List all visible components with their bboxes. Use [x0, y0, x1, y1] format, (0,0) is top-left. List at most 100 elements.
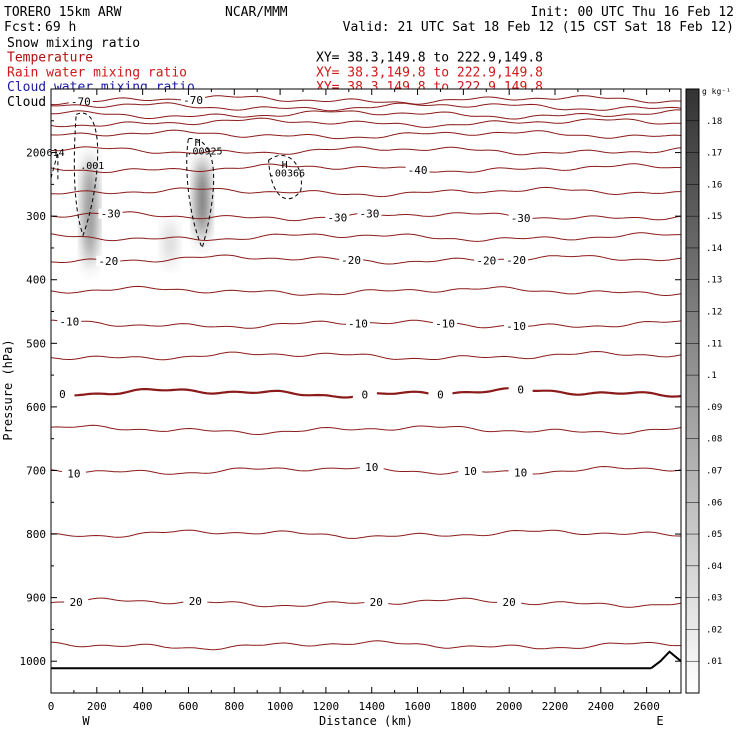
x-tick-label-800: 800 [224, 700, 244, 713]
isotherm--5 [50, 350, 682, 361]
x-tick-label-1800: 1800 [450, 700, 477, 713]
isotherm-label-bg--10-0 [57, 316, 82, 327]
y-tick-label-600: 600 [26, 401, 46, 414]
terrain [51, 650, 682, 670]
isotherm-label-bg-0-0 [50, 389, 75, 400]
isotherm-label-10-0: 10 [67, 467, 80, 480]
valid-time: Valid: 21 UTC Sat 18 Feb 12 (15 CST Sat … [343, 20, 734, 35]
isotherm-label-0-2: 0 [437, 389, 444, 402]
plot-frame [50, 88, 682, 694]
cloud-ice-contour-3 [50, 152, 59, 182]
isotherm-label-bg-20-2 [364, 597, 389, 608]
isotherm-label--30-3: -30 [511, 212, 531, 225]
isotherm-label-bg--30-1 [325, 212, 350, 223]
colorbar-label-13: .14 [706, 244, 722, 254]
isotherm-label--20-2: -20 [476, 254, 496, 267]
east-label: E [656, 714, 663, 728]
y-tick-label-300: 300 [26, 210, 46, 223]
isotherm-label--30-0: -30 [101, 208, 121, 221]
isotherm-label--30-1: -30 [327, 211, 347, 224]
isotherm--15 [50, 285, 682, 297]
plot-area: -70 -70-40-30 -30 -30 -30-20 -20 -20 -20-10 -10-… [20, 88, 682, 713]
isotherm--45 [50, 146, 682, 156]
isotherm-label-bg--30-2 [357, 208, 382, 219]
isotherm--65 [50, 102, 682, 112]
isotherm-label-20-3: 20 [503, 596, 516, 609]
colorbar-label-14: .15 [706, 212, 722, 222]
colorbar-label-7: .08 [706, 435, 722, 445]
isotherm-5 [50, 424, 682, 436]
fcst-label: Fcst: [4, 20, 43, 35]
isotherm--70 [50, 95, 682, 106]
colorbar-label-11: .12 [706, 308, 722, 318]
colorbar-label-2: .03 [706, 594, 722, 604]
isotherm-label--20-1: -20 [341, 254, 361, 267]
isotherm-label-bg--30-3 [508, 212, 533, 223]
isotherm-label--20-3: -20 [506, 254, 526, 267]
isotherm--55 [50, 117, 682, 128]
colorbar: g kg⁻¹ .01 .02 .03 .04 .05 .06 .07 .08 .09 .1 .11.… [685, 87, 731, 694]
isotherm-label-bg-20-1 [183, 596, 208, 607]
colorbar-label-4: .05 [706, 530, 722, 540]
y-tick-label-400: 400 [26, 274, 46, 287]
legend-xy-2: XY= 38.3,149.8 to 222.9,149.8 [316, 65, 543, 80]
isotherm-label-bg--70-0 [68, 96, 93, 107]
cloud-ice-contour-1 [186, 138, 215, 250]
isotherm-label-bg-20-0 [64, 596, 89, 607]
colorbar-label-5: .06 [706, 498, 722, 508]
y-tick-label-700: 700 [26, 464, 46, 477]
colorbar-unit: g kg⁻¹ [702, 87, 731, 96]
isotherm-label-bg--10-1 [345, 318, 370, 329]
x-tick-label-400: 400 [133, 700, 153, 713]
isotherm--35 [50, 186, 681, 198]
isotherm-label--30-2: -30 [359, 207, 379, 220]
isotherm-label-20-1: 20 [189, 595, 202, 608]
y-tick-label-900: 900 [26, 592, 46, 605]
isotherm-label-bg-10-1 [359, 461, 384, 472]
colorbar-label-10: .11 [706, 339, 722, 349]
x-tick-label-2400: 2400 [588, 700, 615, 713]
west-label: W [82, 714, 90, 728]
isotherm-label-bg--40-0 [405, 164, 430, 175]
isotherm-label-20-0: 20 [70, 596, 83, 609]
x-tick-label-1200: 1200 [313, 700, 340, 713]
isotherm-label--10-2: -10 [435, 317, 455, 330]
isotherm-label-10-2: 10 [464, 465, 477, 478]
colorbar-label-0: .01 [706, 657, 722, 667]
isotherm-label-0-3: 0 [517, 383, 524, 396]
colorbar-label-15: .16 [706, 180, 722, 190]
isotherm-label-bg--20-1 [339, 254, 364, 265]
snow-plume-0 [83, 158, 96, 264]
colorbar-label-12: .13 [706, 276, 722, 286]
temperature-isotherms: -70 -70-40-30 -30 -30 -30-20 -20 -20 -20-10 -10-… [50, 94, 682, 651]
axes: 0 200 400 600 800 1000 1200 1400 1600 1800 2000 220… [20, 89, 681, 713]
isotherm--25 [50, 232, 681, 242]
x-tick-label-2000: 2000 [496, 700, 523, 713]
model-title: TORERO 15km ARW [4, 5, 122, 20]
isotherm-label--10-1: -10 [348, 317, 368, 330]
isotherm--40 [50, 163, 682, 174]
x-tick-label-0: 0 [48, 700, 55, 713]
x-axis-label: Distance (km) [319, 714, 413, 728]
y-axis-label: Pressure (hPa) [1, 339, 15, 440]
isotherm-label-0-0: 0 [59, 388, 66, 401]
legend-name-2: Rain water mixing ratio [7, 65, 187, 80]
cloud-ice-contour-2 [268, 154, 302, 200]
colorbar-label-8: .09 [706, 403, 722, 413]
isotherm-label-bg--70-1 [181, 94, 206, 105]
isotherm--20 [50, 254, 682, 265]
snow-plume-2 [164, 222, 177, 264]
org-label: NCAR/MMM [225, 5, 288, 20]
isotherm-label-bg-0-2 [428, 389, 453, 400]
isotherm-label-10-1: 10 [365, 461, 378, 474]
colorbar-label-16: .17 [706, 149, 722, 159]
y-tick-label-1000: 1000 [20, 655, 47, 668]
isotherm-label-bg-0-3 [508, 384, 533, 395]
colorbar-ramp [685, 88, 700, 694]
isotherm-label-bg-10-0 [61, 468, 86, 479]
init-time: Init: 00 UTC Thu 16 Feb 12 [531, 5, 735, 20]
x-tick-label-1400: 1400 [358, 700, 385, 713]
legend-name-1: Temperature [7, 51, 93, 66]
